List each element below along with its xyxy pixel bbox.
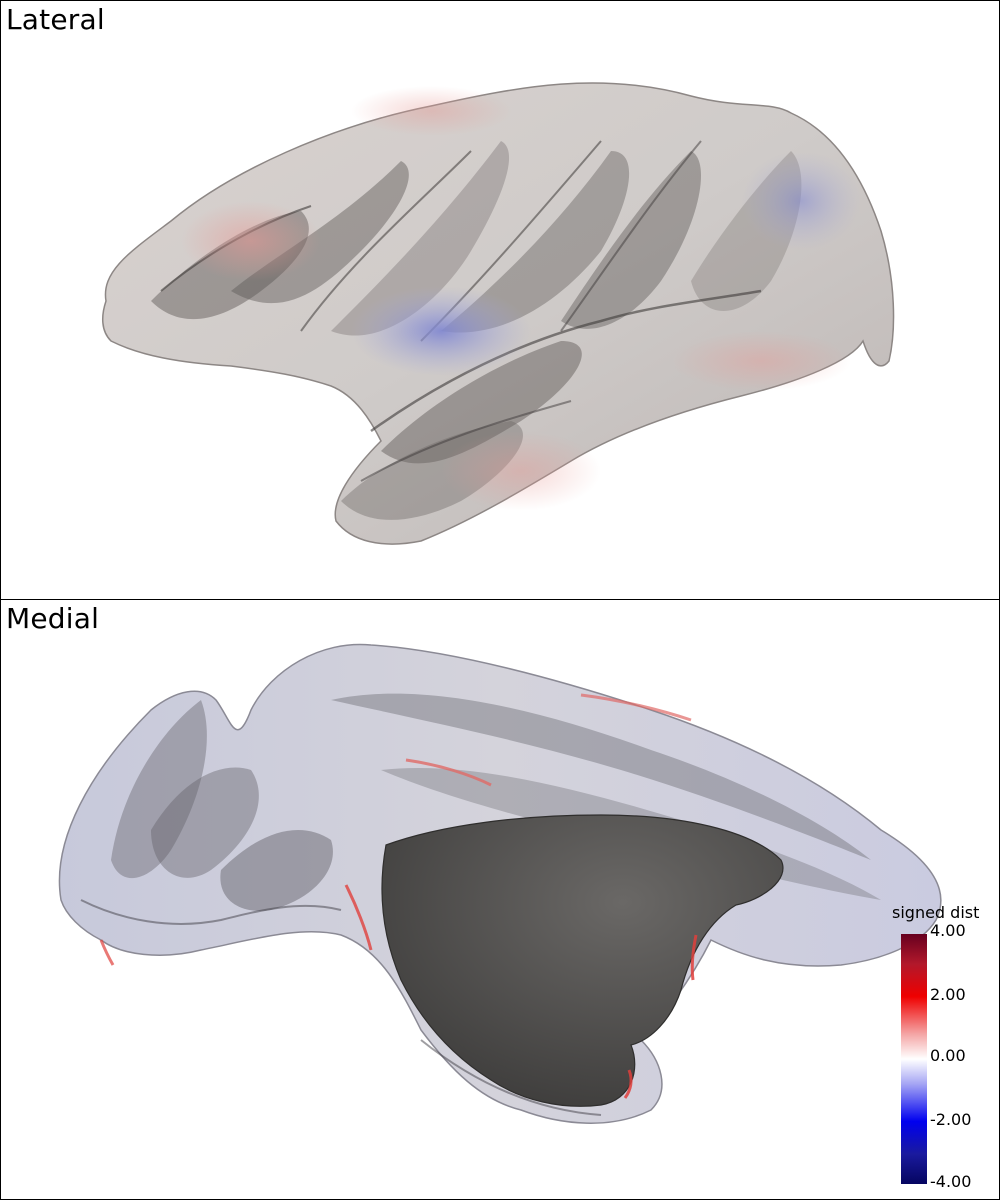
- colorbar-tick: 0.00: [930, 1046, 966, 1065]
- colorbar-tick: -2.00: [930, 1110, 972, 1129]
- colorbar-tick: 4.00: [930, 921, 966, 940]
- signed-dist-colorbar: signed dist 4.00 2.00 0.00 -2.00 -4.00: [892, 903, 1000, 1193]
- lateral-brain-surface: [101, 82, 895, 545]
- lateral-view-title: Lateral: [6, 3, 105, 36]
- colorbar-tick: 2.00: [930, 985, 966, 1004]
- colorbar-gradient: [901, 934, 927, 1184]
- medial-view-title: Medial: [6, 602, 100, 635]
- medial-brain-surface: [58, 643, 942, 1124]
- medial-view-panel: Medial: [0, 599, 1000, 1200]
- colorbar-tick: -4.00: [930, 1172, 972, 1191]
- lateral-view-panel: Lateral: [0, 0, 1000, 600]
- colorbar-title: signed dist: [892, 903, 980, 922]
